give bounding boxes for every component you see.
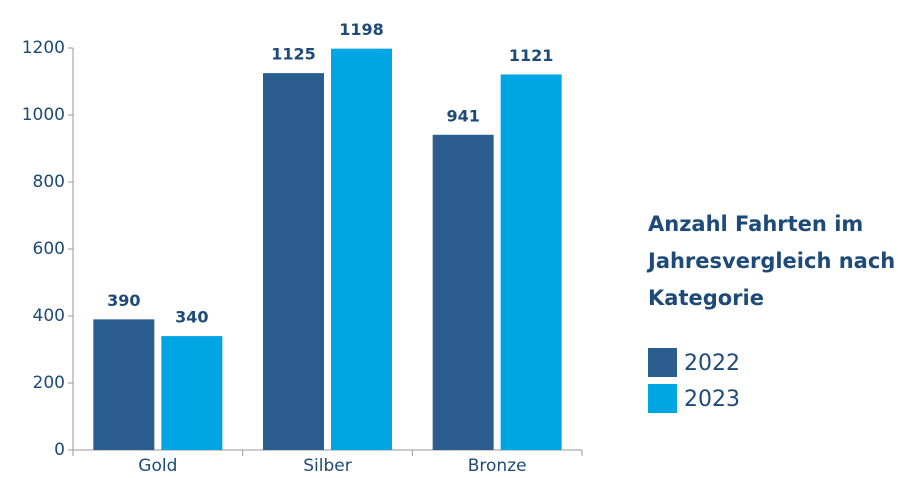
- legend-swatch: [648, 384, 677, 413]
- bar: [263, 73, 324, 450]
- bar: [500, 74, 562, 450]
- y-tick-label: 400: [33, 306, 65, 326]
- legend-swatch: [648, 348, 677, 377]
- y-tick-label: 600: [33, 239, 65, 259]
- y-tick-label: 200: [33, 373, 65, 393]
- y-tick-label: 1000: [22, 105, 65, 125]
- bar: [93, 319, 155, 450]
- value-label: 390: [107, 291, 140, 310]
- value-label: 1198: [339, 20, 384, 39]
- legend-label: 2023: [684, 387, 740, 412]
- value-label: 1121: [509, 46, 554, 65]
- x-tick-label: Silber: [303, 456, 351, 476]
- chart-title: Anzahl Fahrten im Jahresvergleich nach K…: [648, 212, 896, 310]
- y-tick-label: 800: [33, 172, 65, 192]
- x-tick-label: Gold: [138, 456, 177, 476]
- x-tick-label: Bronze: [468, 456, 527, 476]
- value-label: 340: [175, 308, 208, 327]
- bar: [331, 48, 392, 451]
- bar: [432, 134, 494, 450]
- bar: [161, 336, 223, 450]
- legend-label: 2022: [684, 351, 740, 376]
- y-tick-label: 0: [54, 440, 65, 460]
- y-tick-label: 1200: [22, 38, 65, 58]
- value-label: 1125: [271, 45, 316, 64]
- value-label: 941: [446, 106, 479, 125]
